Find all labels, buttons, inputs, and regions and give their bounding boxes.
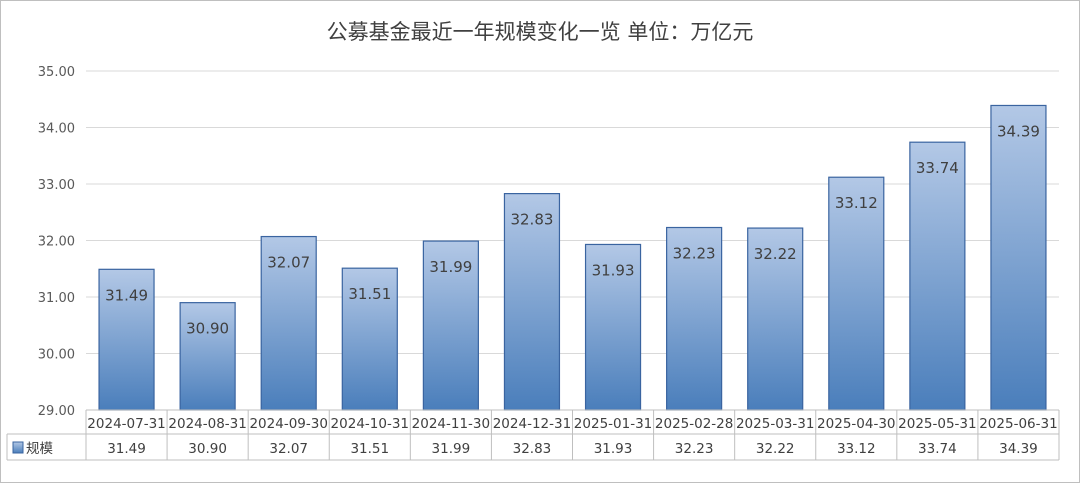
bar: [179, 302, 236, 411]
bar-value-label: 32.23: [673, 245, 716, 263]
y-tick-label: 30.00: [38, 348, 75, 363]
y-tick-label: 31.00: [38, 291, 75, 306]
legend-key: [12, 441, 24, 454]
table-value-cell: 32.07: [269, 441, 308, 457]
bar: [666, 226, 723, 411]
table-value-cell: 30.90: [188, 441, 227, 457]
bar: [828, 176, 885, 411]
x-category-label: 2025-01-31: [574, 416, 652, 432]
x-category-label: 2024-12-31: [493, 416, 571, 432]
x-category-label: 2025-05-31: [898, 416, 976, 432]
table-value-cell: 34.39: [999, 441, 1038, 457]
table-value-cell: 31.93: [594, 441, 633, 457]
x-category-label: 2025-03-31: [736, 416, 814, 432]
bar: [341, 267, 398, 411]
bar: [584, 243, 642, 411]
y-tick-label: 34.00: [38, 122, 75, 137]
bar-value-label: 33.74: [916, 159, 959, 177]
table-value-cell: 32.83: [513, 441, 552, 457]
bar-value-label: 31.51: [348, 285, 391, 303]
x-category-label: 2024-11-30: [412, 416, 490, 432]
table-value-cell: 31.51: [350, 441, 389, 457]
bar-value-label: 33.12: [835, 194, 878, 212]
y-tick-label: 35.00: [38, 65, 75, 80]
table-value-cell: 33.12: [837, 441, 876, 457]
bar: [909, 141, 966, 411]
x-category-label: 2024-08-31: [168, 416, 246, 432]
bar-value-label: 31.99: [429, 258, 472, 276]
bar-value-label: 31.93: [592, 261, 635, 279]
chart-title: 公募基金最近一年规模变化一览 单位：万亿元: [327, 20, 754, 44]
table-value-cell: 32.23: [675, 441, 714, 457]
y-tick-label: 29.00: [38, 404, 75, 419]
table-value-cell: 31.99: [432, 441, 471, 457]
bar: [990, 104, 1047, 411]
bar-value-label: 34.39: [997, 122, 1040, 140]
x-category-label: 2024-10-31: [331, 416, 409, 432]
bar-value-label: 32.83: [510, 211, 553, 229]
y-tick-label: 33.00: [38, 178, 75, 193]
gridlines: [86, 70, 1059, 411]
data-table: 2024-07-31 31.49 2024-08-31 30.90 2024-09-30…: [6, 409, 1060, 461]
bar: [422, 240, 479, 411]
x-category-label: 2025-02-28: [655, 416, 733, 432]
table-value-cell: 32.22: [756, 441, 795, 457]
bar-value-label: 32.07: [267, 254, 310, 272]
bars: 31.49 30.90 32.07 31.51 31.99 32.83 31.93 32.23…: [98, 104, 1047, 411]
y-tick-label: 32.00: [38, 235, 75, 250]
bar-value-label: 30.90: [186, 320, 229, 338]
table-value-cell: 31.49: [107, 441, 146, 457]
x-category-label: 2025-04-30: [817, 416, 895, 432]
x-category-label: 2024-09-30: [249, 416, 327, 432]
y-axis: 29.00 30.00 31.00 32.00 33.00 34.00 35.00: [38, 65, 75, 419]
table-value-cell: 33.74: [918, 441, 957, 457]
bar: [503, 193, 561, 411]
bar-value-label: 32.22: [754, 245, 797, 263]
legend-series-name: 规模: [26, 441, 53, 457]
bar: [260, 235, 317, 411]
x-category-label: 2024-07-31: [87, 416, 165, 432]
bar-value-label: 31.49: [105, 286, 148, 304]
x-category-label: 2025-06-31: [979, 416, 1057, 432]
